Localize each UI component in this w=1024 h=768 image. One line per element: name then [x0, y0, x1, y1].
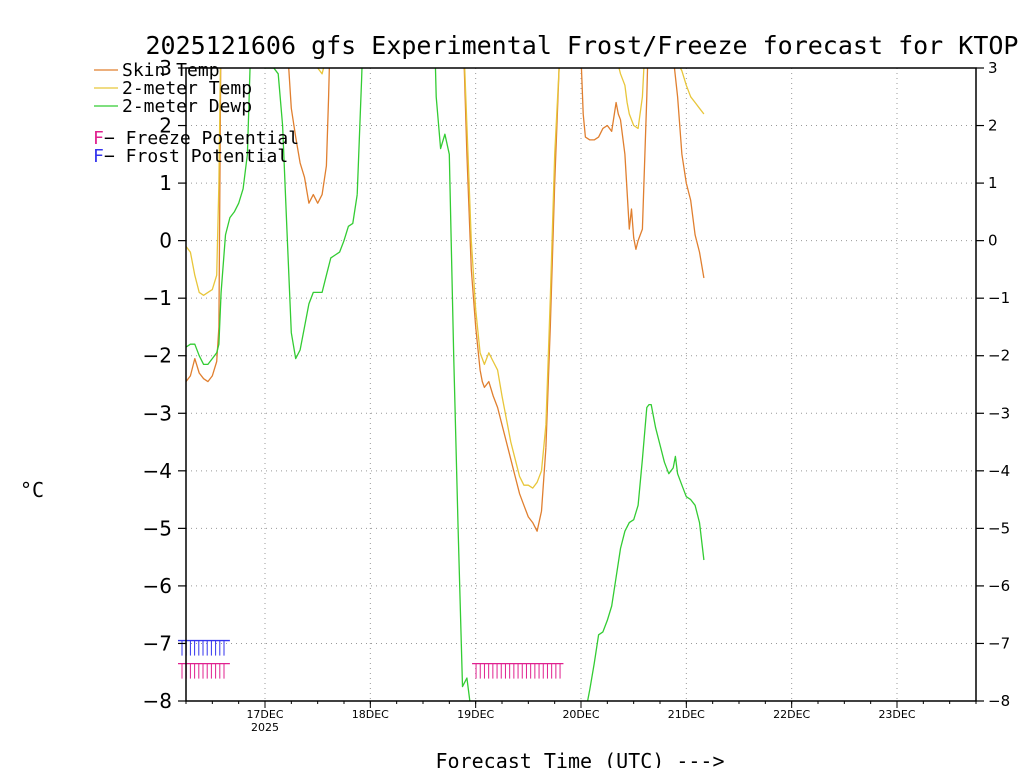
y-tick-label: −4 — [143, 459, 172, 483]
series-line-skin-temp — [463, 68, 547, 532]
y-tick-label-right: −7 — [988, 634, 1010, 652]
y-tick-label-right: 0 — [988, 232, 998, 250]
y-tick-label: −6 — [143, 574, 172, 598]
series-line-2-meter-temp — [545, 68, 560, 425]
series-line-skin-temp — [580, 68, 649, 250]
y-tick-label: −7 — [143, 631, 172, 655]
series-line-2-meter-dewp — [186, 68, 251, 366]
y-tick-label-right: −5 — [988, 519, 1010, 537]
series-line-2-meter-dewp — [434, 68, 471, 701]
y-tick-label: 3 — [159, 56, 172, 80]
series-line-2-meter-temp — [618, 68, 645, 130]
y-tick-label-right: −4 — [988, 462, 1010, 480]
legend-label: − Freeze Potential — [104, 128, 299, 149]
plot-frame — [185, 67, 977, 702]
legend-label: 2-meter Dewp — [122, 96, 252, 117]
y-axis-ticks: −8 −8 −7 −7 −6 −6 −5 −5 −4 −4 −3 −3 −2 −2 −1 −1 0 0 1 1 2 2 3 3 — [143, 56, 1011, 713]
y-tick-label: −1 — [143, 286, 172, 310]
x-tick-label: 23DEC — [878, 708, 915, 721]
legend-label: − Frost Potential — [104, 146, 288, 167]
x-tick-label: 21DEC — [668, 708, 705, 721]
series-line-2-meter-dewp — [586, 403, 705, 701]
x-tick-label: 17DEC — [246, 708, 283, 721]
series-line-2-meter-temp — [186, 68, 222, 296]
series-line-2-meter-dewp — [264, 68, 358, 360]
y-tick-label: −8 — [143, 689, 172, 713]
series-line-2-meter-temp — [679, 68, 705, 115]
potential-bars — [178, 639, 564, 679]
y-tick-label-right: −1 — [988, 289, 1010, 307]
chart-title: 2025121606 gfs Experimental Frost/Freeze… — [146, 31, 1019, 60]
y-tick-label: −5 — [143, 516, 172, 540]
legend-label: Skin Temp — [122, 60, 220, 81]
y-axis-label: °C — [20, 478, 44, 502]
y-tick-label-right: 2 — [988, 117, 998, 135]
y-tick-label: 0 — [159, 229, 172, 253]
x-tick-label: 20DEC — [562, 708, 599, 721]
legend-letter: F — [93, 146, 104, 167]
y-tick-label-right: 1 — [988, 174, 998, 192]
series-line-skin-temp — [673, 68, 705, 279]
legend-letter: F — [93, 128, 104, 149]
legend-label: 2-meter Temp — [122, 78, 252, 99]
series-line-skin-temp — [545, 68, 560, 448]
y-tick-label-right: −2 — [988, 347, 1010, 365]
x-tick-label: 22DEC — [773, 708, 810, 721]
series-group — [186, 68, 705, 701]
y-tick-label: −3 — [143, 401, 172, 425]
y-tick-label-right: −3 — [988, 404, 1010, 422]
y-tick-label-right: −6 — [988, 577, 1010, 595]
y-tick-label: 1 — [159, 171, 172, 195]
y-tick-label: 2 — [159, 114, 172, 138]
series-line-skin-temp — [288, 68, 330, 204]
series-line-skin-temp — [186, 68, 222, 383]
y-tick-label: −2 — [143, 344, 172, 368]
grid-lines — [186, 68, 976, 701]
series-line-2-meter-temp — [464, 68, 547, 489]
y-tick-label-right: −8 — [988, 692, 1010, 710]
x-tick-label: 18DEC — [352, 708, 389, 721]
y-tick-label-right: 3 — [988, 59, 998, 77]
x-tick-label: 19DEC — [457, 708, 494, 721]
series-line-2-meter-dewp — [356, 68, 363, 195]
x-tick-sublabel: 2025 — [251, 721, 279, 734]
x-axis-label: Forecast Time (UTC) ---> — [436, 749, 725, 768]
